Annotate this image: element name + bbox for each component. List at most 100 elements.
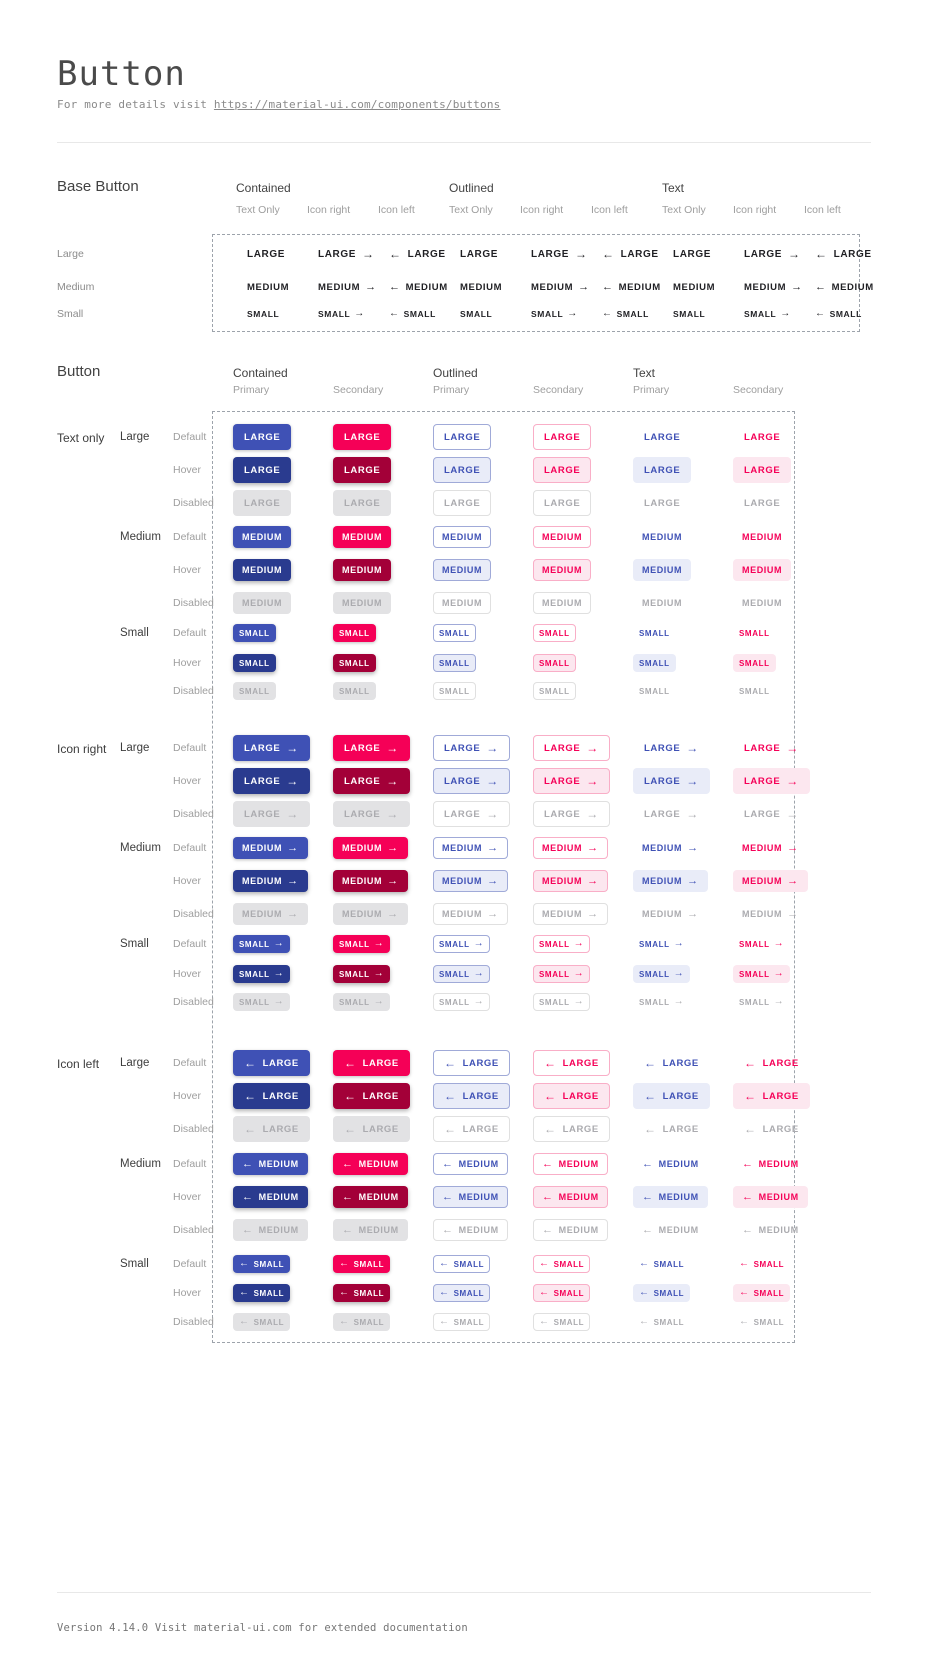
button-text-primary-text-only-small-hover[interactable]: SMALL — [633, 654, 676, 672]
button-outlined-secondary-text-only-small-hover[interactable]: SMALL — [533, 654, 576, 672]
button-contained-primary-icon-right-small-hover[interactable]: SMALL → — [233, 965, 291, 983]
base-button-outlined-icon-right-small[interactable]: SMALL → — [530, 305, 579, 323]
button-text-primary-icon-right-large-disabled[interactable]: LARGE → — [633, 801, 710, 827]
button-outlined-secondary-icon-left-medium-hover[interactable]: ← MEDIUM — [533, 1186, 608, 1208]
button-text-primary-icon-right-medium-default[interactable]: MEDIUM → — [633, 837, 708, 859]
button-contained-secondary-text-only-large-hover[interactable]: LARGE — [333, 457, 392, 483]
button-contained-primary-icon-left-large-hover[interactable]: ← LARGE — [233, 1083, 310, 1109]
base-button-outlined-icon-right-medium[interactable]: MEDIUM → — [530, 276, 591, 298]
button-contained-primary-icon-right-small-default[interactable]: SMALL → — [233, 935, 291, 953]
button-text-secondary-text-only-small-hover[interactable]: SMALL — [733, 654, 776, 672]
base-button-text-text-only-large[interactable]: LARGE — [672, 241, 712, 267]
button-contained-primary-text-only-large-disabled[interactable]: LARGE — [233, 490, 292, 516]
button-contained-secondary-text-only-small-hover[interactable]: SMALL — [333, 654, 376, 672]
button-text-primary-icon-left-small-default[interactable]: ← SMALL — [633, 1255, 690, 1273]
button-text-secondary-icon-left-small-hover[interactable]: ← SMALL — [733, 1284, 791, 1302]
button-outlined-secondary-icon-left-large-hover[interactable]: ← LARGE — [533, 1083, 610, 1109]
base-button-contained-text-only-small[interactable]: SMALL — [246, 305, 280, 323]
button-outlined-primary-icon-left-medium-default[interactable]: ← MEDIUM — [433, 1153, 508, 1175]
button-text-secondary-icon-left-medium-hover[interactable]: ← MEDIUM — [733, 1186, 808, 1208]
button-contained-primary-text-only-small-default[interactable]: SMALL — [233, 624, 276, 642]
button-text-secondary-icon-right-medium-disabled[interactable]: MEDIUM → — [733, 903, 808, 925]
button-text-secondary-text-only-large-hover[interactable]: LARGE — [733, 457, 792, 483]
button-text-primary-text-only-small-disabled[interactable]: SMALL — [633, 682, 676, 700]
button-text-primary-icon-right-large-default[interactable]: LARGE → — [633, 735, 710, 761]
base-button-text-icon-left-small[interactable]: ← SMALL — [814, 305, 863, 323]
button-outlined-secondary-icon-left-medium-disabled[interactable]: ← MEDIUM — [533, 1219, 608, 1241]
button-outlined-primary-icon-left-large-default[interactable]: ← LARGE — [433, 1050, 510, 1076]
button-text-primary-text-only-large-hover[interactable]: LARGE — [633, 457, 692, 483]
button-contained-secondary-text-only-large-default[interactable]: LARGE — [333, 424, 392, 450]
button-contained-primary-text-only-small-hover[interactable]: SMALL — [233, 654, 276, 672]
button-text-primary-icon-left-medium-default[interactable]: ← MEDIUM — [633, 1153, 708, 1175]
button-contained-secondary-text-only-small-default[interactable]: SMALL — [333, 624, 376, 642]
button-outlined-primary-icon-right-small-default[interactable]: SMALL → — [433, 935, 491, 953]
button-text-primary-text-only-medium-default[interactable]: MEDIUM — [633, 526, 691, 548]
button-contained-primary-icon-left-large-disabled[interactable]: ← LARGE — [233, 1116, 310, 1142]
button-contained-secondary-icon-left-large-disabled[interactable]: ← LARGE — [333, 1116, 410, 1142]
button-text-primary-text-only-medium-hover[interactable]: MEDIUM — [633, 559, 692, 581]
button-text-primary-text-only-large-default[interactable]: LARGE — [633, 424, 691, 450]
button-outlined-primary-icon-left-small-default[interactable]: ← SMALL — [433, 1255, 491, 1273]
button-text-primary-icon-left-large-disabled[interactable]: ← LARGE — [633, 1116, 710, 1142]
button-text-primary-icon-right-small-hover[interactable]: SMALL → — [633, 965, 691, 983]
button-outlined-primary-icon-right-small-hover[interactable]: SMALL → — [433, 965, 491, 983]
button-text-primary-icon-left-large-default[interactable]: ← LARGE — [633, 1050, 710, 1076]
button-text-secondary-icon-right-large-hover[interactable]: LARGE → — [733, 768, 810, 794]
button-text-primary-icon-right-medium-hover[interactable]: MEDIUM → — [633, 870, 708, 892]
button-outlined-primary-icon-right-medium-disabled[interactable]: MEDIUM → — [433, 903, 508, 925]
button-contained-primary-icon-left-small-disabled[interactable]: ← SMALL — [233, 1313, 291, 1331]
base-button-text-icon-left-medium[interactable]: ← MEDIUM — [814, 276, 875, 298]
button-contained-secondary-icon-right-small-default[interactable]: SMALL → — [333, 935, 391, 953]
base-button-outlined-icon-left-large[interactable]: ← LARGE — [601, 241, 660, 267]
button-text-secondary-icon-right-large-disabled[interactable]: LARGE → — [733, 801, 810, 827]
button-outlined-primary-text-only-small-default[interactable]: SMALL — [433, 624, 476, 642]
base-button-text-icon-right-large[interactable]: LARGE → — [743, 241, 802, 267]
base-button-text-text-only-small[interactable]: SMALL — [672, 305, 706, 323]
button-contained-primary-icon-left-medium-disabled[interactable]: ← MEDIUM — [233, 1219, 308, 1241]
button-outlined-secondary-text-only-large-default[interactable]: LARGE — [533, 424, 592, 450]
button-outlined-secondary-icon-right-small-hover[interactable]: SMALL → — [533, 965, 591, 983]
button-contained-secondary-icon-left-medium-disabled[interactable]: ← MEDIUM — [333, 1219, 408, 1241]
button-contained-secondary-text-only-large-disabled[interactable]: LARGE — [333, 490, 392, 516]
base-button-outlined-icon-left-small[interactable]: ← SMALL — [601, 305, 650, 323]
button-contained-primary-text-only-medium-default[interactable]: MEDIUM — [233, 526, 292, 548]
button-contained-secondary-icon-right-medium-default[interactable]: MEDIUM → — [333, 837, 408, 859]
button-contained-secondary-icon-right-large-hover[interactable]: LARGE → — [333, 768, 410, 794]
button-contained-primary-icon-right-large-disabled[interactable]: LARGE → — [233, 801, 310, 827]
button-contained-primary-icon-left-large-default[interactable]: ← LARGE — [233, 1050, 310, 1076]
button-contained-primary-text-only-large-default[interactable]: LARGE — [233, 424, 292, 450]
button-contained-secondary-icon-right-medium-hover[interactable]: MEDIUM → — [333, 870, 408, 892]
button-contained-primary-icon-right-medium-disabled[interactable]: MEDIUM → — [233, 903, 308, 925]
button-text-secondary-text-only-medium-hover[interactable]: MEDIUM — [733, 559, 792, 581]
base-button-outlined-icon-right-large[interactable]: LARGE → — [530, 241, 589, 267]
button-contained-secondary-icon-right-small-disabled[interactable]: SMALL → — [333, 993, 391, 1011]
button-text-secondary-icon-right-large-default[interactable]: LARGE → — [733, 735, 810, 761]
button-outlined-secondary-icon-left-large-default[interactable]: ← LARGE — [533, 1050, 610, 1076]
button-text-secondary-icon-right-medium-hover[interactable]: MEDIUM → — [733, 870, 808, 892]
button-outlined-secondary-icon-left-small-default[interactable]: ← SMALL — [533, 1255, 591, 1273]
button-outlined-primary-text-only-small-hover[interactable]: SMALL — [433, 654, 476, 672]
button-outlined-primary-icon-right-large-default[interactable]: LARGE → — [433, 735, 510, 761]
docs-link[interactable]: https://material-ui.com/components/butto… — [213, 98, 501, 111]
button-outlined-secondary-icon-right-medium-hover[interactable]: MEDIUM → — [533, 870, 608, 892]
button-outlined-primary-icon-right-medium-hover[interactable]: MEDIUM → — [433, 870, 508, 892]
base-button-contained-icon-left-large[interactable]: ← LARGE — [388, 241, 447, 267]
button-contained-secondary-icon-left-medium-hover[interactable]: ← MEDIUM — [333, 1186, 408, 1208]
button-text-primary-icon-left-large-hover[interactable]: ← LARGE — [633, 1083, 710, 1109]
button-text-primary-icon-left-small-hover[interactable]: ← SMALL — [633, 1284, 691, 1302]
button-contained-secondary-icon-left-large-hover[interactable]: ← LARGE — [333, 1083, 410, 1109]
button-text-secondary-icon-right-medium-default[interactable]: MEDIUM → — [733, 837, 808, 859]
button-text-secondary-icon-left-large-disabled[interactable]: ← LARGE — [733, 1116, 810, 1142]
button-contained-primary-text-only-medium-hover[interactable]: MEDIUM — [233, 559, 292, 581]
base-button-text-text-only-medium[interactable]: MEDIUM — [672, 276, 716, 298]
button-contained-secondary-icon-right-small-hover[interactable]: SMALL → — [333, 965, 391, 983]
button-text-secondary-icon-left-large-default[interactable]: ← LARGE — [733, 1050, 810, 1076]
button-text-secondary-text-only-small-default[interactable]: SMALL — [733, 624, 776, 642]
button-outlined-primary-icon-left-large-disabled[interactable]: ← LARGE — [433, 1116, 510, 1142]
button-outlined-primary-text-only-large-default[interactable]: LARGE — [433, 424, 492, 450]
button-text-primary-icon-left-medium-disabled[interactable]: ← MEDIUM — [633, 1219, 708, 1241]
button-contained-primary-icon-right-small-disabled[interactable]: SMALL → — [233, 993, 291, 1011]
base-button-contained-icon-right-large[interactable]: LARGE → — [317, 241, 376, 267]
button-text-primary-icon-left-small-disabled[interactable]: ← SMALL — [633, 1313, 690, 1331]
